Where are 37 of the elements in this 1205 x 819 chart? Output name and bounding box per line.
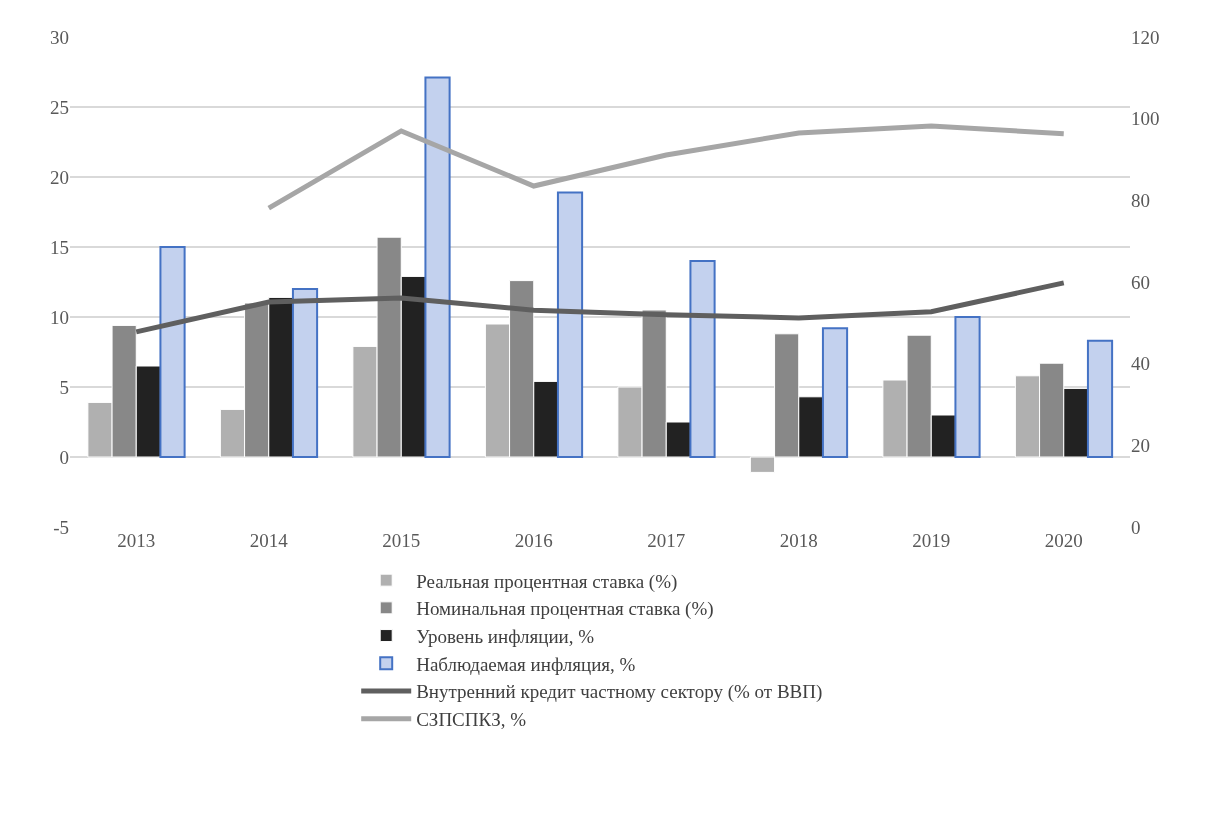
legend-label: СЗПСПКЗ, % <box>416 709 527 731</box>
bar <box>954 316 981 458</box>
legend-label: Уровень инфляции, % <box>416 625 595 647</box>
y-tick-label: -5 <box>53 516 69 538</box>
legend-label: Реальная процентная ставка (%) <box>416 570 678 593</box>
y-tick-label: 15 <box>50 236 69 258</box>
y-tick-label: 20 <box>50 166 69 188</box>
bar <box>291 288 319 458</box>
y2-tick-label: 20 <box>1131 434 1150 456</box>
y2-tick-label: 60 <box>1131 271 1150 293</box>
bar <box>556 191 584 458</box>
bar <box>689 260 716 458</box>
y2-tick-label: 0 <box>1131 516 1141 538</box>
x-tick-label: 2018 <box>779 530 818 551</box>
x-tick-label: 2019 <box>912 530 951 551</box>
x-tick-label: 2013 <box>117 530 156 551</box>
x-tick-label: 2020 <box>1044 530 1083 551</box>
y-tick-label: 0 <box>59 446 69 468</box>
bar <box>424 76 451 458</box>
bar <box>821 327 849 458</box>
x-tick-label: 2015 <box>382 530 421 551</box>
y-tick-label: 30 <box>50 26 69 48</box>
y2-tick-label: 100 <box>1131 108 1160 130</box>
bar <box>159 246 186 458</box>
x-tick-label: 2017 <box>647 530 686 551</box>
legend-label: Наблюдаемая инфляция, % <box>416 653 636 675</box>
y2-tick-label: 40 <box>1131 353 1150 375</box>
legend-label: Внутренний кредит частному сектору (% от ВВП) <box>416 681 823 704</box>
x-tick-label: 2014 <box>249 530 289 551</box>
x-tick-label: 2016 <box>514 530 553 551</box>
y2-tick-label: 80 <box>1131 189 1150 211</box>
bar <box>1086 339 1114 458</box>
y2-tick-label: 120 <box>1131 26 1160 48</box>
y-tick-label: 10 <box>50 306 69 328</box>
legend-label: Номинальная процентная ставка (%) <box>416 598 714 621</box>
y-tick-label: 25 <box>50 96 69 118</box>
y-tick-label: 5 <box>59 376 69 398</box>
